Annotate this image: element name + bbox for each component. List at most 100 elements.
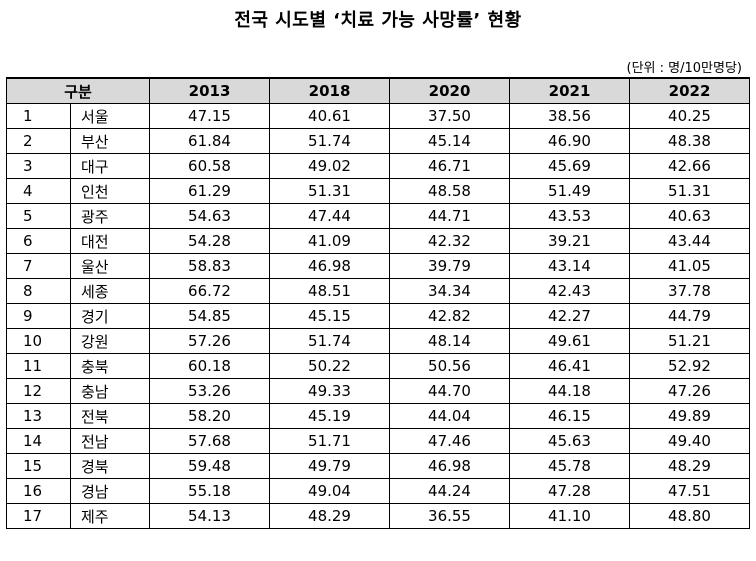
table-row: 4 인천 61.29 51.31 48.58 51.49 51.31	[6, 178, 751, 204]
row-number: 11	[6, 353, 71, 379]
rate-cell: 54.85	[149, 303, 271, 329]
rate-cell: 49.89	[629, 403, 751, 429]
rate-cell: 46.90	[509, 128, 631, 154]
row-number: 12	[6, 378, 71, 404]
rate-cell: 48.29	[269, 503, 391, 529]
region-name: 경기	[69, 303, 151, 329]
region-name: 광주	[69, 203, 151, 229]
table-row: 11 충북 60.18 50.22 50.56 46.41 52.92	[6, 353, 751, 379]
rate-cell: 46.71	[389, 153, 511, 179]
region-name: 부산	[69, 128, 151, 154]
rate-cell: 60.58	[149, 153, 271, 179]
region-name: 충북	[69, 353, 151, 379]
rate-cell: 43.44	[629, 228, 751, 254]
rate-cell: 46.98	[269, 253, 391, 279]
rate-cell: 57.26	[149, 328, 271, 354]
rate-cell: 49.02	[269, 153, 391, 179]
region-name: 전북	[69, 403, 151, 429]
row-number: 13	[6, 403, 71, 429]
row-number: 16	[6, 478, 71, 504]
region-name: 울산	[69, 253, 151, 279]
rate-cell: 61.29	[149, 178, 271, 204]
rate-cell: 48.58	[389, 178, 511, 204]
rate-cell: 48.51	[269, 278, 391, 304]
rate-cell: 51.31	[269, 178, 391, 204]
region-header: 구분	[5, 77, 151, 104]
region-name: 전남	[69, 428, 151, 454]
rate-cell: 44.04	[389, 403, 511, 429]
row-number: 4	[6, 178, 71, 204]
rate-cell: 44.79	[629, 303, 751, 329]
rate-cell: 46.41	[509, 353, 631, 379]
rate-cell: 59.48	[149, 453, 271, 479]
table-row: 17 제주 54.13 48.29 36.55 41.10 48.80	[6, 503, 751, 529]
table-body: 1 서울 47.15 40.61 37.50 38.56 40.25 2 부산 61.84 51.7…	[6, 103, 751, 529]
rate-cell: 58.20	[149, 403, 271, 429]
rate-cell: 51.74	[269, 328, 391, 354]
rate-cell: 42.43	[509, 278, 631, 304]
rate-cell: 43.53	[509, 203, 631, 229]
region-name: 인천	[69, 178, 151, 204]
year-header: 2013	[149, 77, 271, 104]
table-row: 13 전북 58.20 45.19 44.04 46.15 49.89	[6, 403, 751, 429]
rate-cell: 39.21	[509, 228, 631, 254]
rate-cell: 47.26	[629, 378, 751, 404]
rate-cell: 45.14	[389, 128, 511, 154]
table-row: 5 광주 54.63 47.44 44.71 43.53 40.63	[6, 203, 751, 229]
rate-cell: 44.18	[509, 378, 631, 404]
rate-cell: 57.68	[149, 428, 271, 454]
rate-cell: 47.46	[389, 428, 511, 454]
unit-note: (단위 : 명/10만명당)	[626, 61, 742, 76]
rate-cell: 47.28	[509, 478, 631, 504]
rate-cell: 48.38	[629, 128, 751, 154]
rate-cell: 55.18	[149, 478, 271, 504]
rate-cell: 40.61	[269, 103, 391, 129]
rate-cell: 47.51	[629, 478, 751, 504]
rate-cell: 49.33	[269, 378, 391, 404]
table-row: 3 대구 60.58 49.02 46.71 45.69 42.66	[6, 153, 751, 179]
region-name: 제주	[69, 503, 151, 529]
rate-cell: 41.05	[629, 253, 751, 279]
region-name: 대구	[69, 153, 151, 179]
row-number: 2	[6, 128, 71, 154]
rate-cell: 42.27	[509, 303, 631, 329]
rate-cell: 49.40	[629, 428, 751, 454]
year-header: 2018	[269, 77, 391, 104]
table-row: 1 서울 47.15 40.61 37.50 38.56 40.25	[6, 103, 751, 129]
row-number: 14	[6, 428, 71, 454]
table-row: 9 경기 54.85 45.15 42.82 42.27 44.79	[6, 303, 751, 329]
rate-cell: 42.66	[629, 153, 751, 179]
table-row: 10 강원 57.26 51.74 48.14 49.61 51.21	[6, 328, 751, 354]
table-row: 15 경북 59.48 49.79 46.98 45.78 48.29	[6, 453, 751, 479]
row-number: 1	[6, 103, 71, 129]
page-title: 전국 시도별 ‘치료 가능 사망률’ 현황	[234, 10, 522, 31]
rate-cell: 47.44	[269, 203, 391, 229]
rate-cell: 46.98	[389, 453, 511, 479]
table-row: 2 부산 61.84 51.74 45.14 46.90 48.38	[6, 128, 751, 154]
row-number: 17	[6, 503, 71, 529]
rate-cell: 54.63	[149, 203, 271, 229]
rate-cell: 41.10	[509, 503, 631, 529]
rate-cell: 58.83	[149, 253, 271, 279]
rate-cell: 34.34	[389, 278, 511, 304]
table-row: 8 세종 66.72 48.51 34.34 42.43 37.78	[6, 278, 751, 304]
rate-cell: 49.61	[509, 328, 631, 354]
rate-cell: 52.92	[629, 353, 751, 379]
rate-cell: 39.79	[389, 253, 511, 279]
region-name: 강원	[69, 328, 151, 354]
region-name: 세종	[69, 278, 151, 304]
table-row: 12 충남 53.26 49.33 44.70 44.18 47.26	[6, 378, 751, 404]
rate-cell: 42.82	[389, 303, 511, 329]
rate-cell: 44.71	[389, 203, 511, 229]
rate-cell: 46.15	[509, 403, 631, 429]
rate-cell: 54.28	[149, 228, 271, 254]
region-name: 서울	[69, 103, 151, 129]
row-number: 15	[6, 453, 71, 479]
rate-cell: 41.09	[269, 228, 391, 254]
rate-cell: 45.15	[269, 303, 391, 329]
rate-cell: 45.63	[509, 428, 631, 454]
year-header: 2021	[509, 77, 631, 104]
rate-cell: 51.31	[629, 178, 751, 204]
region-name: 경북	[69, 453, 151, 479]
rate-cell: 40.25	[629, 103, 751, 129]
